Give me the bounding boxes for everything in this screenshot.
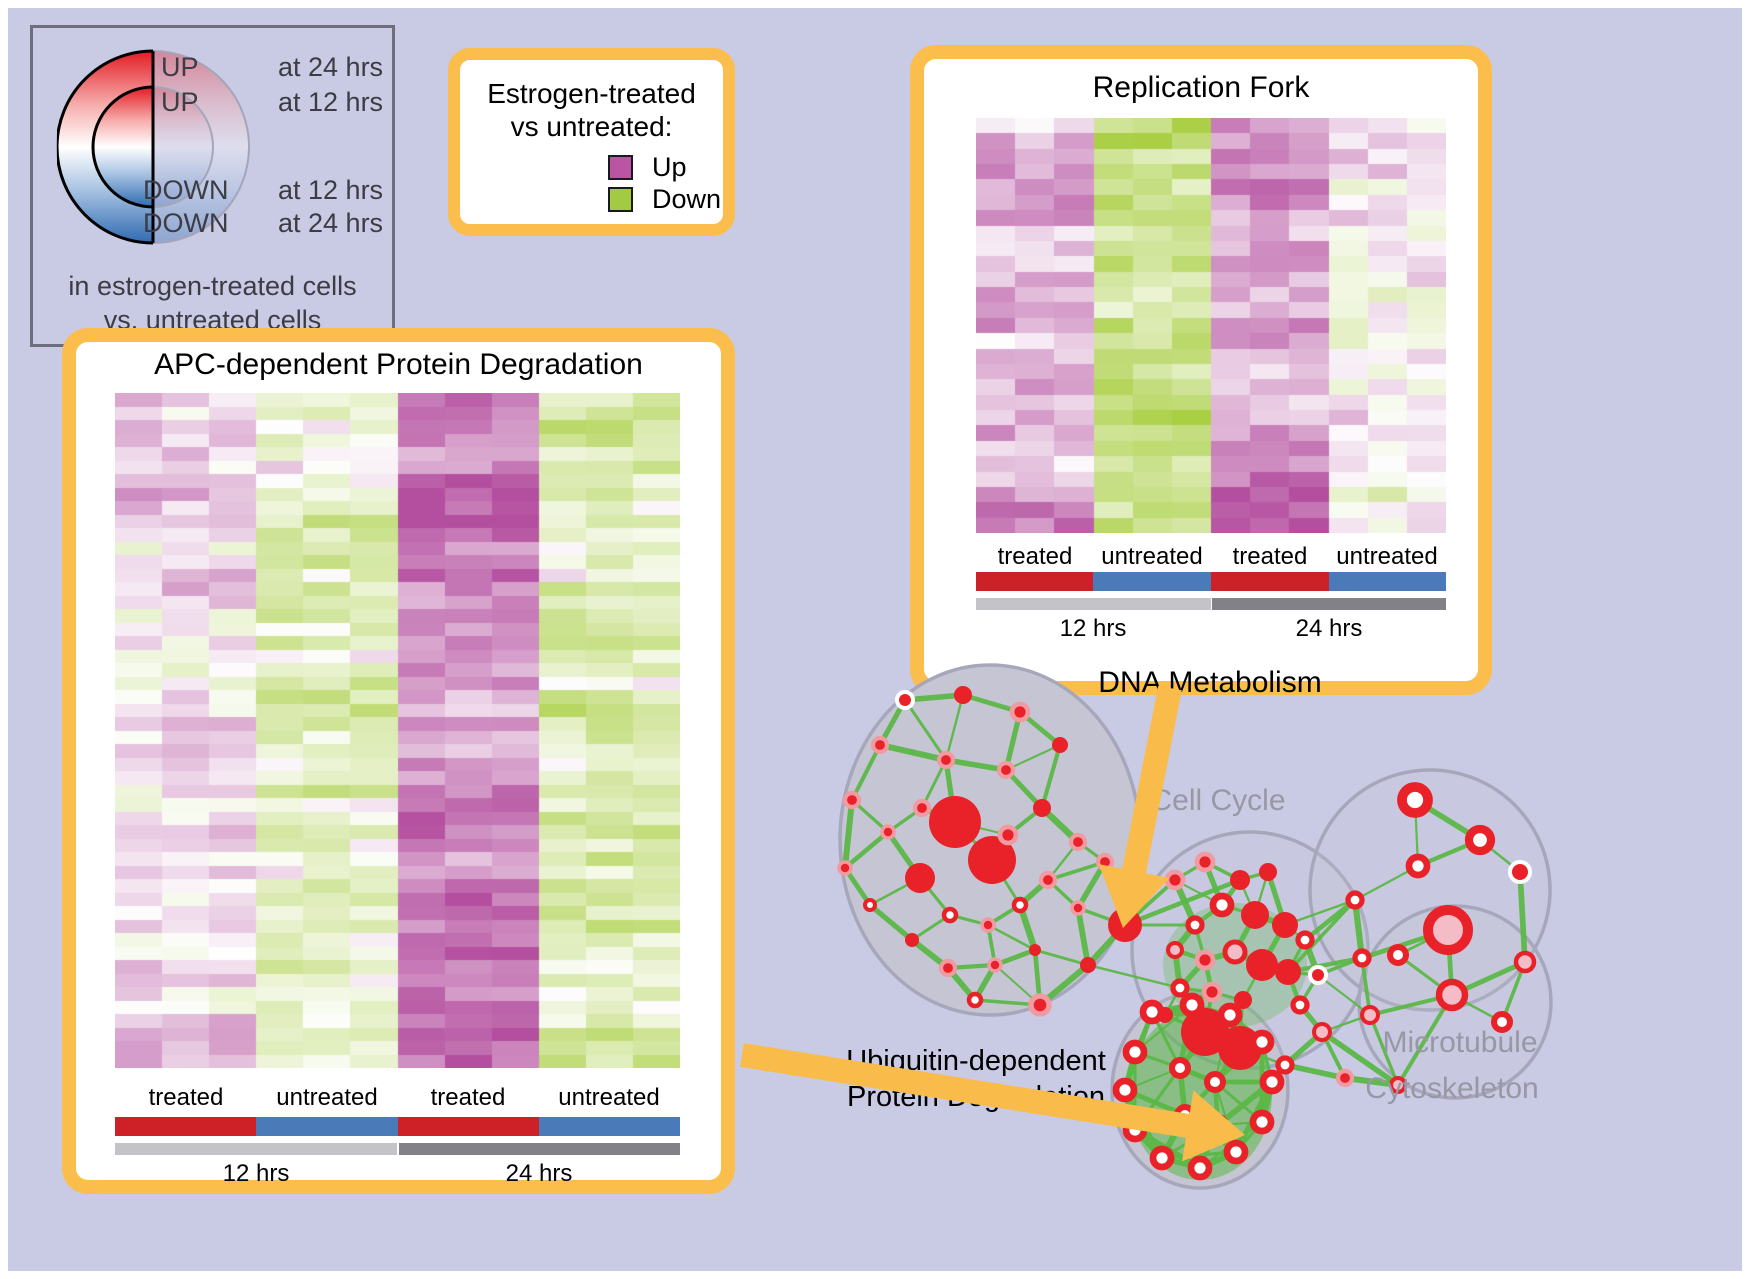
legend-time-12b: at 12 hrs xyxy=(278,175,384,205)
repfork-bar-treated-24 xyxy=(1211,572,1329,591)
repfork-hour-24: 24 hrs xyxy=(1295,615,1363,642)
legend-dir-up24: UP xyxy=(161,52,199,82)
repfork-bar-12hrs xyxy=(976,598,1211,610)
legend-updown-title2: vs untreated: xyxy=(510,111,673,142)
repfork-cond-1: treated xyxy=(997,543,1073,570)
apc-bar-treated-12 xyxy=(115,1117,256,1136)
repfork-cond-4: untreated xyxy=(1336,543,1438,570)
legend-updown-title1: Estrogen-treated xyxy=(487,78,696,109)
apc-cond-4: untreated xyxy=(558,1084,660,1111)
legend-scale-box: UP at 24 hrs UP at 12 hrs DOWN at 12 hrs… xyxy=(30,25,395,347)
down-label: Down xyxy=(652,184,722,214)
apc-hour-24: 24 hrs xyxy=(505,1160,573,1187)
repfork-heatmap xyxy=(976,118,1446,533)
apc-bar-treated-24 xyxy=(398,1117,539,1136)
repfork-panel: Replication Fork treated untreated treat… xyxy=(910,45,1492,695)
legend-dir-down24: DOWN xyxy=(143,208,229,238)
up-color-swatch xyxy=(608,155,633,180)
apc-cond-1: treated xyxy=(148,1084,224,1111)
repfork-bar-untreated-12 xyxy=(1093,572,1211,591)
apc-bar-untreated-24 xyxy=(539,1117,680,1136)
apc-cond-2: untreated xyxy=(276,1084,378,1111)
legend-time-12: at 12 hrs xyxy=(278,87,384,117)
up-label: Up xyxy=(652,152,687,182)
repfork-cond-2: untreated xyxy=(1101,543,1203,570)
legend-time-24b: at 24 hrs xyxy=(278,208,384,238)
apc-heatmap xyxy=(115,393,680,1068)
legend-updown-box: Estrogen-treated vs untreated: Up Down xyxy=(448,48,735,236)
apc-panel-title: APC-dependent Protein Degradation xyxy=(154,348,643,381)
repfork-bar-untreated-24 xyxy=(1329,572,1446,591)
apc-panel: APC-dependent Protein Degradation treate… xyxy=(62,328,735,1194)
legend-dir-down12: DOWN xyxy=(143,175,229,205)
apc-hour-12: 12 hrs xyxy=(222,1160,290,1187)
apc-cond-3: treated xyxy=(430,1084,506,1111)
repfork-panel-title: Replication Fork xyxy=(1092,71,1310,104)
scale-circle-graphic xyxy=(56,49,250,245)
legend-time-24: at 24 hrs xyxy=(278,52,384,82)
apc-bar-24hrs xyxy=(399,1143,680,1155)
repfork-hour-12: 12 hrs xyxy=(1059,615,1127,642)
legend-dir-up12: UP xyxy=(161,87,199,117)
repfork-bar-24hrs xyxy=(1212,598,1446,610)
repfork-bar-treated-12 xyxy=(976,572,1093,591)
down-color-swatch xyxy=(608,187,633,212)
legend-footer-line1: in estrogen-treated cells xyxy=(68,271,357,301)
repfork-cond-3: treated xyxy=(1232,543,1308,570)
apc-bar-untreated-12 xyxy=(256,1117,398,1136)
apc-bar-12hrs xyxy=(115,1143,397,1155)
